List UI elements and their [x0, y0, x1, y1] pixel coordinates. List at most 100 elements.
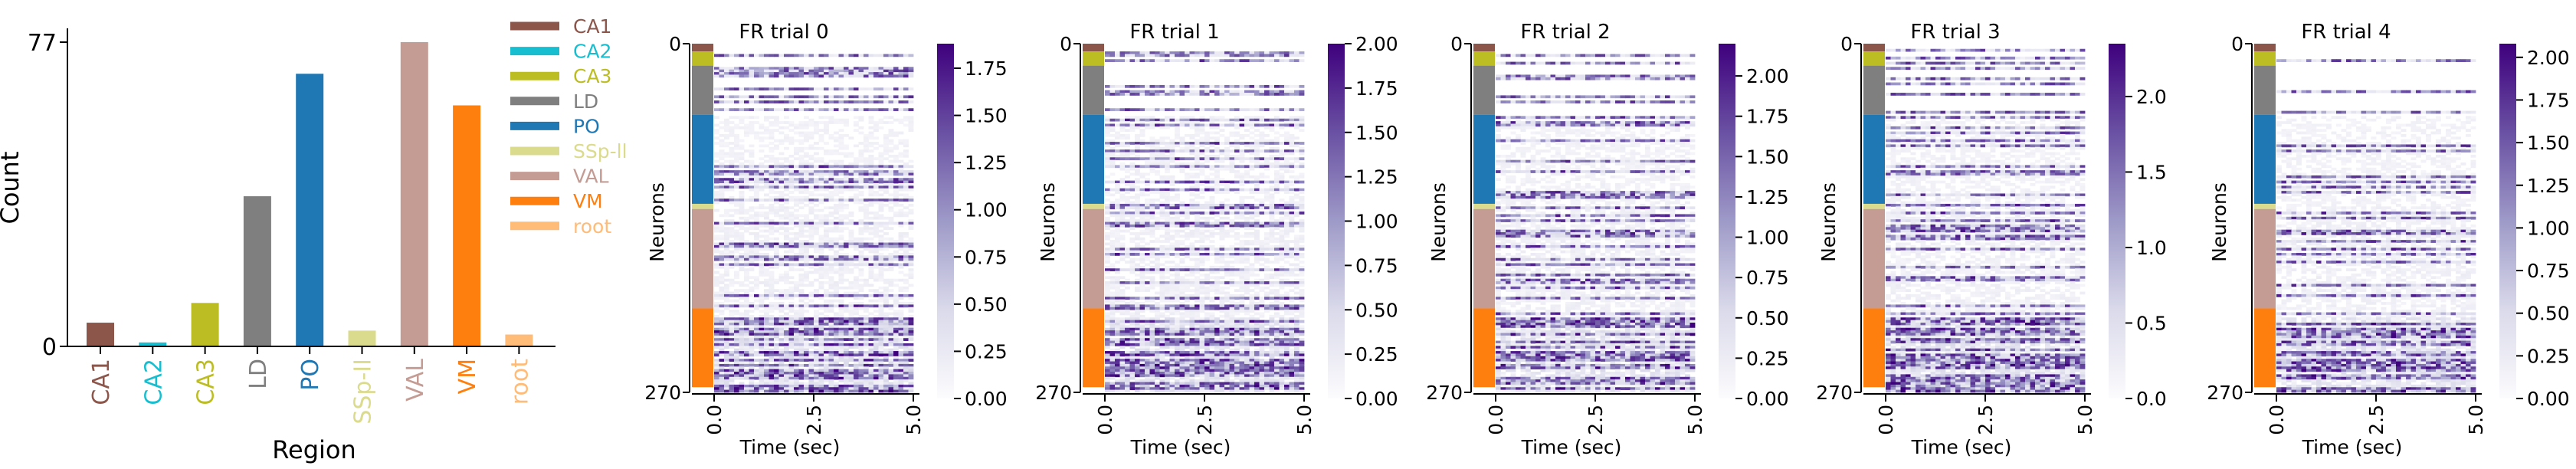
heatmap-cell: [794, 54, 799, 57]
heatmap-cell: [1290, 121, 1295, 124]
heatmap-cell: [819, 235, 824, 238]
heatmap-cell: [1180, 206, 1185, 209]
heatmap-cell: [879, 366, 884, 369]
heatmap-cell: [759, 170, 765, 173]
heatmap-cell: [1145, 230, 1150, 233]
heatmap-cell: [754, 325, 759, 328]
heatmap-cell: [729, 100, 735, 103]
heatmap-cell: [789, 320, 795, 323]
heatmap-cell: [819, 189, 824, 192]
heatmap-cell: [784, 364, 789, 367]
heatmap-cell: [834, 263, 839, 266]
heatmap-cell: [879, 279, 884, 282]
heatmap-cell: [1155, 142, 1160, 145]
heatmap-cell: [854, 243, 859, 246]
heatmap-cell: [1214, 189, 1220, 192]
heatmap-cell: [1204, 185, 1210, 189]
heatmap-cell: [1170, 181, 1175, 184]
heatmap-cell: [1270, 209, 1275, 212]
heatmap-cell: [1120, 144, 1126, 147]
heatmap-cell: [719, 222, 725, 225]
heatmap-cell: [1165, 196, 1170, 199]
heatmap-cell: [1260, 206, 1265, 209]
heatmap-cell: [889, 227, 894, 230]
heatmap-cell: [814, 289, 819, 292]
heatmap-cell: [1105, 175, 1110, 179]
heatmap-cell: [1264, 157, 1270, 160]
heatmap-cell: [784, 289, 789, 292]
heatmap-cell: [1140, 204, 1145, 207]
heatmap-cell: [1170, 196, 1175, 199]
heatmap-cell: [889, 198, 894, 202]
heatmap-cell: [839, 245, 844, 248]
heatmap-cell: [769, 243, 775, 246]
heatmap-cell: [879, 330, 884, 333]
heatmap-cell: [1224, 198, 1230, 202]
heatmap-cell: [1260, 202, 1265, 205]
bar-po: [296, 74, 323, 346]
heatmap-cell: [789, 387, 795, 390]
heatmap-cell: [869, 377, 874, 380]
heatmap-cell: [789, 155, 795, 158]
heatmap-cell: [1105, 123, 1110, 126]
heatmap-cell: [779, 304, 785, 307]
heatmap-cell: [814, 248, 819, 251]
heatmap-cell: [859, 251, 864, 254]
heatmap-cell: [824, 372, 829, 375]
heatmap-cell: [1280, 204, 1285, 207]
heatmap-cell: [839, 353, 844, 356]
heatmap-cell: [1254, 209, 1260, 212]
heatmap-cell: [834, 185, 839, 189]
heatmap-cell: [873, 54, 879, 57]
heatmap-cell: [809, 70, 814, 73]
heatmap-cell: [889, 155, 894, 158]
heatmap-cell: [899, 271, 904, 274]
heatmap-cell: [754, 206, 759, 209]
heatmap-cell: [714, 276, 719, 279]
heatmap-cell: [869, 100, 874, 103]
heatmap-cell: [824, 271, 829, 274]
heatmap-cell: [829, 366, 834, 369]
heatmap-cell: [1130, 212, 1136, 215]
heatmap-cell: [899, 232, 904, 235]
heatmap-cell: [754, 227, 759, 230]
heatmap-cell: [1120, 149, 1126, 153]
heatmap-cell: [1230, 134, 1235, 137]
heatmap-cell: [749, 181, 755, 184]
heatmap-cell: [814, 382, 819, 385]
heatmap-cell: [734, 126, 739, 130]
heatmap-cell: [729, 351, 735, 354]
region-strip-ld: [692, 66, 713, 115]
heatmap-cell: [754, 198, 759, 202]
heatmap-cell: [1165, 108, 1170, 111]
heatmap-cell: [909, 268, 914, 271]
heatmap-cell: [764, 364, 769, 367]
heatmap-cell: [789, 108, 795, 111]
heatmap-cell: [1240, 136, 1245, 139]
heatmap-cell: [873, 225, 879, 228]
heatmap-cell: [869, 238, 874, 241]
heatmap-cell: [1214, 175, 1220, 179]
heatmap-cell: [864, 54, 869, 57]
heatmap-cell: [804, 243, 809, 246]
heatmap-cell: [759, 54, 765, 57]
heatmap-cell: [903, 222, 909, 225]
heatmap-cell: [819, 67, 824, 70]
heatmap-cell: [759, 178, 765, 181]
heatmap-cell: [724, 232, 729, 235]
heatmap-cell: [1299, 149, 1305, 153]
heatmap-cell: [1125, 121, 1130, 124]
heatmap-cell: [834, 54, 839, 57]
heatmap-cell: [809, 266, 814, 269]
heatmap-cell: [754, 346, 759, 349]
heatmap-cell: [1135, 85, 1140, 88]
heatmap-cell: [739, 297, 745, 300]
heatmap-cell: [724, 153, 729, 156]
heatmap-x-tick-label: 2.5: [803, 405, 825, 435]
heatmap-cell: [804, 175, 809, 179]
heatmap-cell: [834, 149, 839, 153]
heatmap-cell: [819, 193, 824, 196]
heatmap-cell: [889, 377, 894, 380]
heatmap-cell: [1270, 217, 1275, 220]
